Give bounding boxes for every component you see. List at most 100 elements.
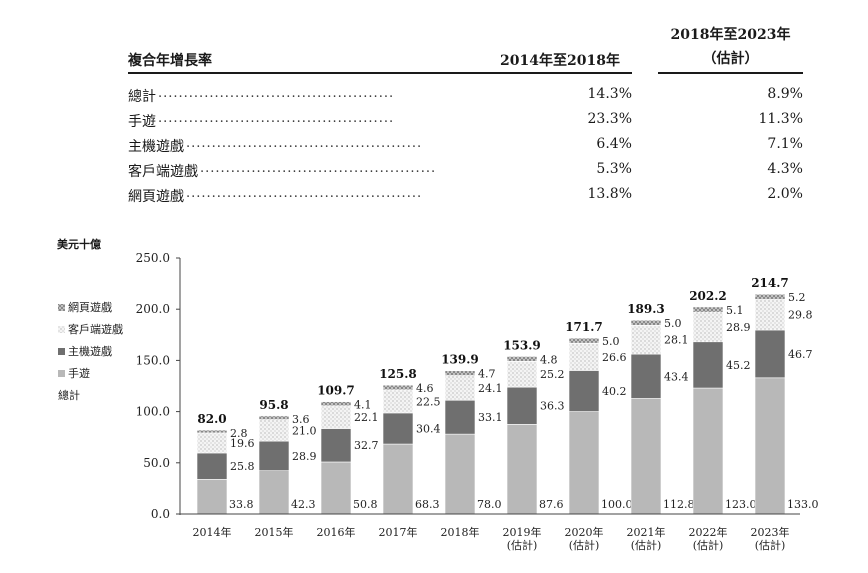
bar-segment	[692, 387, 724, 515]
legend-swatch	[58, 370, 65, 377]
segment-value-label: 68.3	[415, 498, 440, 511]
bar-segment	[692, 311, 724, 343]
bar-segment	[444, 375, 476, 401]
bar-segment	[196, 429, 228, 434]
segment-value-label: 22.5	[416, 395, 441, 408]
x-category-label: 2015年	[255, 525, 294, 539]
y-tick-label: 50.0	[143, 456, 170, 470]
y-tick-label: 0.0	[151, 507, 170, 521]
bar-segment	[444, 399, 476, 435]
cagr-value-2018-2023: 7.1%	[767, 136, 803, 152]
segment-value-label: 87.6	[539, 498, 564, 511]
x-category-label: (估計)	[631, 538, 662, 552]
bar-segment	[196, 479, 228, 515]
cagr-value-2018-2023: 4.3%	[767, 161, 803, 177]
x-category-label: (估計)	[755, 538, 786, 552]
x-category-label: 2019年	[503, 525, 542, 539]
x-category-label: 2022年	[689, 525, 728, 539]
x-category-label: 2023年	[751, 525, 790, 539]
segment-value-label: 4.8	[540, 353, 558, 366]
bar-segment	[382, 412, 414, 445]
segment-value-label: 19.6	[230, 437, 255, 450]
y-unit-label: 美元十億	[57, 238, 101, 251]
x-category-label: 2021年	[627, 525, 666, 539]
segment-value-label: 3.6	[292, 413, 310, 426]
bar-segment	[568, 337, 600, 344]
bar-segment	[258, 470, 290, 515]
total-value-label: 82.0	[197, 412, 226, 426]
table-header-rule-left	[128, 72, 632, 74]
dot-leader: ........................................…	[186, 136, 423, 151]
bar-segment	[320, 428, 352, 463]
legend-label: 總計	[58, 388, 80, 402]
y-tick-label: 250.0	[136, 251, 170, 265]
legend-label: 主機遊戲	[68, 344, 112, 358]
dot-leader: ........................................…	[186, 186, 423, 201]
segment-value-label: 123.0	[725, 498, 757, 511]
bar-segment	[196, 432, 228, 454]
bar-segment	[692, 341, 724, 389]
x-category-label: (估計)	[693, 538, 724, 552]
total-value-label: 153.9	[503, 338, 541, 352]
segment-value-label: 5.0	[664, 317, 682, 330]
bar-segment	[692, 306, 724, 313]
segment-value-label: 5.2	[788, 291, 806, 304]
total-value-label: 139.9	[441, 353, 479, 367]
segment-value-label: 32.7	[354, 439, 379, 452]
bar-segment	[382, 443, 414, 515]
segment-value-label: 5.1	[726, 304, 744, 317]
total-value-label: 125.8	[379, 367, 417, 381]
y-tick-label: 200.0	[136, 302, 170, 316]
bar-segment	[630, 324, 662, 355]
bar-segment	[506, 386, 538, 425]
segment-value-label: 40.2	[602, 385, 627, 398]
cagr-value-2014-2018: 6.4%	[596, 136, 632, 152]
segment-value-label: 28.9	[726, 321, 751, 334]
segment-value-label: 33.8	[229, 498, 254, 511]
segment-value-label: 45.2	[726, 359, 751, 372]
segment-value-label: 78.0	[477, 498, 502, 511]
bar-segment	[258, 415, 290, 420]
segment-value-label: 28.1	[664, 334, 689, 347]
bar-segment	[754, 299, 786, 331]
bar-segment	[258, 419, 290, 442]
bar-segment	[506, 361, 538, 388]
cagr-row-label: 手遊	[128, 114, 156, 130]
bar-segment	[754, 377, 786, 515]
total-value-label: 214.7	[751, 276, 789, 290]
segment-value-label: 100.0	[601, 498, 633, 511]
dot-leader: ........................................…	[158, 86, 395, 101]
segment-value-label: 26.6	[602, 351, 627, 364]
total-value-label: 109.7	[317, 384, 355, 398]
cagr-value-2018-2023: 11.3%	[758, 111, 803, 127]
bar-segment	[444, 370, 476, 376]
segment-value-label: 4.6	[416, 382, 434, 395]
cagr-value-2014-2018: 5.3%	[596, 161, 632, 177]
segment-value-label: 36.3	[540, 400, 565, 413]
total-value-label: 202.2	[689, 289, 727, 303]
legend-label: 客戶端遊戲	[68, 322, 123, 336]
x-category-label: 2014年	[193, 525, 232, 539]
segment-value-label: 133.0	[787, 498, 819, 511]
segment-value-label: 46.7	[788, 348, 813, 361]
cagr-col-2018-2023-line2: （估計）	[702, 51, 759, 67]
legend-swatch	[58, 326, 65, 333]
x-category-label: 2016年	[317, 525, 356, 539]
bar-segment	[320, 401, 352, 407]
y-tick-label: 100.0	[136, 405, 170, 419]
segment-value-label: 21.0	[292, 424, 317, 437]
bar-segment	[382, 384, 414, 391]
segment-value-label: 25.2	[540, 368, 565, 381]
cagr-value-2018-2023: 8.9%	[767, 86, 803, 102]
segment-value-label: 25.8	[230, 460, 255, 473]
cagr-value-2014-2018: 23.3%	[587, 111, 632, 127]
segment-value-label: 112.8	[663, 498, 695, 511]
dot-leader: ........................................…	[200, 161, 437, 176]
bar-segment	[754, 293, 786, 300]
x-category-label: (估計)	[507, 538, 538, 552]
bar-segment	[568, 342, 600, 371]
segment-value-label: 2.8	[230, 427, 248, 440]
segment-value-label: 22.1	[354, 411, 379, 424]
dot-leader: ........................................…	[158, 111, 395, 126]
